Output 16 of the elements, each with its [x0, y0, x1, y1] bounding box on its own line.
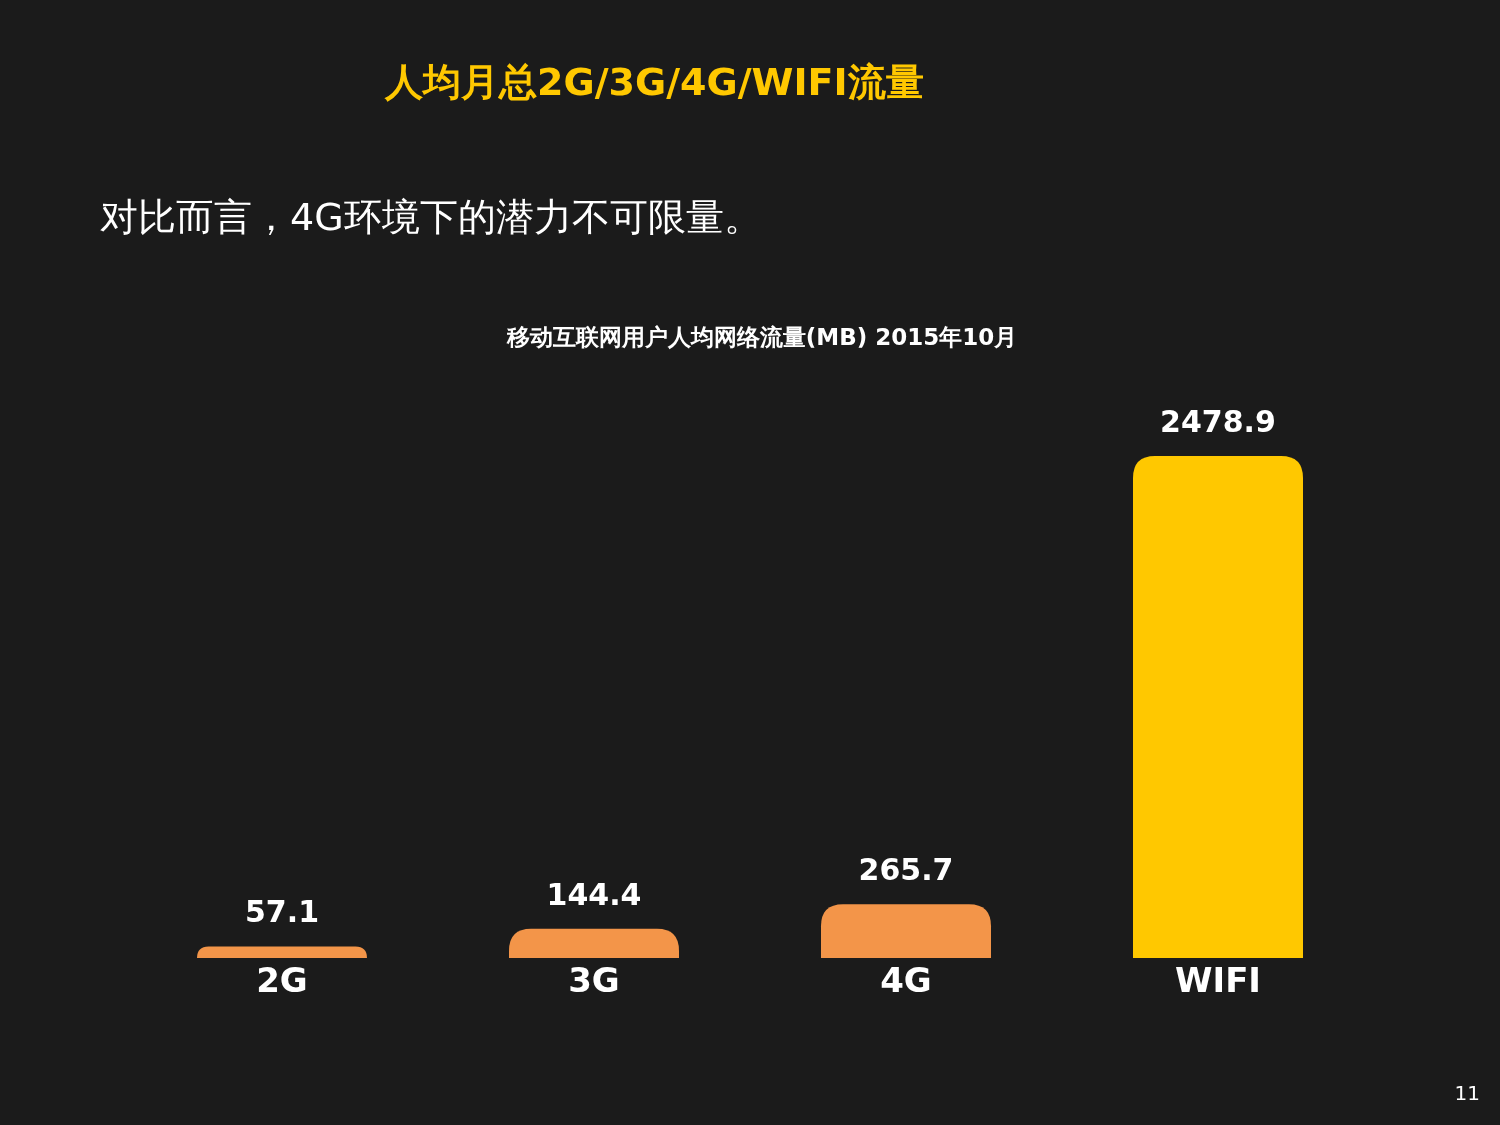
bar — [1133, 456, 1303, 958]
text: 11 — [1454, 1081, 1480, 1105]
data-label: 265.7 — [858, 852, 954, 888]
data-label: 2478.9 — [1160, 404, 1276, 439]
bar — [509, 928, 679, 958]
bar — [197, 946, 367, 958]
x-tick-label: 3G — [568, 960, 620, 1000]
x-tick-label: 4G — [880, 960, 932, 1000]
bar — [821, 904, 991, 958]
text: 移动互联网用户人均网络流量(MB) 2015年10月 — [505, 324, 1018, 350]
x-tick-label: WIFI — [1174, 960, 1262, 1000]
data-label: 57.1 — [244, 894, 320, 930]
chart-subtitle: 对比而言，4G环境下的潜力不可限量。 — [100, 195, 762, 239]
data-label: 144.4 — [546, 876, 642, 912]
x-tick-label: 2G — [256, 960, 308, 1000]
chart-title: 人均月总2G/3G/4G/WIFI流量 — [384, 60, 924, 104]
